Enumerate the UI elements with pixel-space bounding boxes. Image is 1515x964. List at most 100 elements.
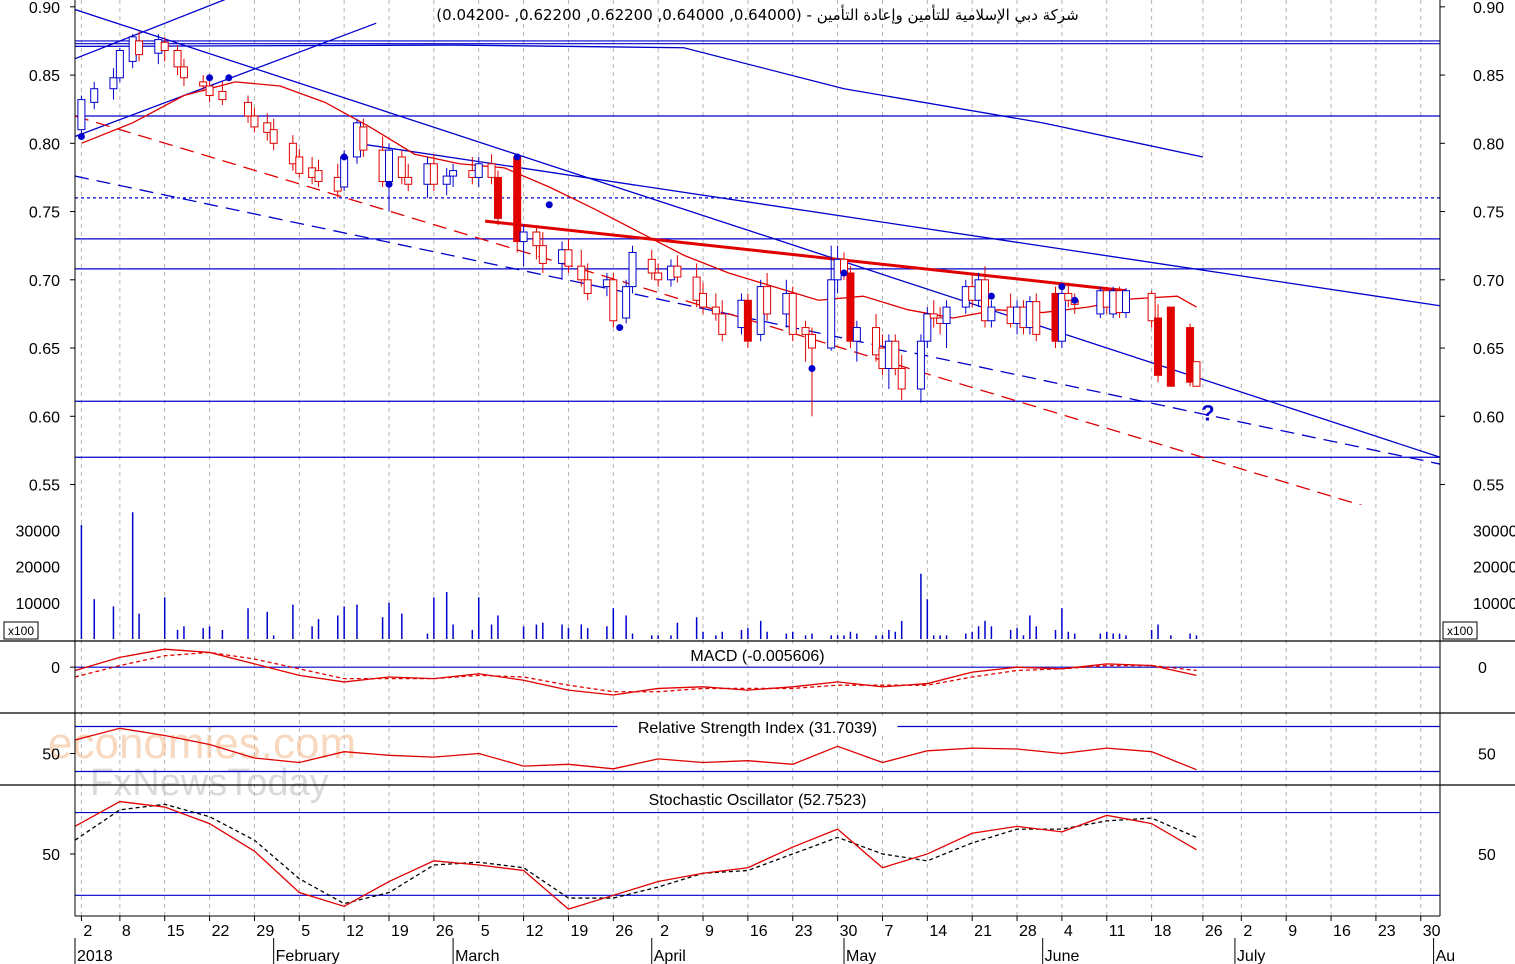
stochastic-panel: Stochastic Oscillator (52.7523) 50 50 — [42, 790, 1496, 910]
candle-body — [109, 77, 118, 90]
x-axis-day-label: 21 — [974, 923, 992, 940]
candle-body — [513, 156, 522, 243]
indicator-label-bg — [617, 646, 898, 664]
candle — [673, 255, 682, 283]
candle — [609, 272, 618, 328]
x-axis-day-label: 30 — [1423, 923, 1441, 940]
volume-axis-label-left: 10000 — [16, 596, 61, 613]
candle — [385, 143, 394, 212]
candle-body — [609, 279, 618, 322]
x-axis-day-label: 28 — [1019, 923, 1037, 940]
x-axis-day-label: 4 — [1064, 923, 1073, 940]
candle — [250, 107, 259, 133]
candle-body — [538, 245, 547, 264]
candle — [179, 58, 188, 86]
x-axis-day-label: 14 — [929, 923, 947, 940]
x-axis-day-label: 7 — [884, 923, 893, 940]
candle — [583, 263, 592, 301]
candle-body — [743, 299, 752, 342]
price-axis-label-right: 0.70 — [1473, 273, 1504, 290]
price-axis-label-right: 0.60 — [1473, 409, 1504, 426]
price-axis-label-left: 0.55 — [29, 478, 60, 495]
moving-average-line — [81, 81, 1197, 319]
candle — [538, 232, 547, 273]
x-axis-day-label: 26 — [1205, 923, 1223, 940]
watermark-fxnewstoday: FxNewsToday — [90, 762, 329, 804]
candle — [564, 238, 573, 273]
volume-axis-label-right: 30000 — [1473, 523, 1515, 540]
candle-body — [449, 170, 458, 177]
stochastic-k-line — [74, 800, 1197, 910]
trend-line — [75, 8, 1440, 458]
candle — [205, 77, 214, 103]
candle-body — [288, 142, 297, 165]
trend-line — [75, 115, 1363, 505]
candle-body — [269, 129, 278, 144]
rsi-line — [74, 727, 1197, 771]
candle — [1147, 290, 1156, 328]
candle — [628, 245, 637, 294]
candle-body — [250, 115, 259, 128]
candle — [692, 263, 701, 308]
indicator-axis-label-left: 50 — [42, 847, 60, 864]
stochastic-d-line — [74, 803, 1197, 905]
x-axis-day-label: 26 — [615, 923, 633, 940]
candle — [718, 300, 727, 342]
candle-body — [846, 272, 855, 342]
x-axis-day-label: 23 — [795, 923, 813, 940]
indicator-label-bg — [617, 718, 898, 736]
x-axis-day-label: 30 — [840, 923, 858, 940]
trend-line — [75, 0, 226, 60]
candle-body — [647, 258, 656, 274]
indicator-axis-label-left: 0 — [51, 660, 60, 677]
price-axis-label-right: 0.55 — [1473, 478, 1504, 495]
candle — [115, 47, 124, 82]
projection-question-mark: ? — [1201, 400, 1214, 425]
long-moving-average-line — [75, 44, 1204, 158]
x-axis-day-label: 12 — [526, 923, 544, 940]
candle — [711, 293, 720, 321]
price-axis-label-right: 0.85 — [1473, 68, 1504, 85]
candle — [577, 249, 586, 287]
candle-body — [654, 272, 663, 281]
indicator-label: MACD (-0.005606) — [690, 648, 824, 665]
candle — [622, 279, 631, 324]
candle-body — [244, 101, 253, 117]
candle — [1154, 304, 1163, 383]
signal-dot — [340, 153, 348, 161]
candle-body — [718, 313, 727, 335]
candle-body — [474, 163, 483, 178]
candle — [846, 266, 855, 349]
candle — [801, 320, 810, 362]
x-axis-month-label: March — [455, 948, 499, 964]
candle-body — [1147, 292, 1156, 322]
candle-body — [628, 252, 637, 288]
candle-body — [135, 40, 144, 56]
candle-body — [359, 126, 368, 151]
candle-body — [1166, 306, 1175, 387]
candle-body — [160, 41, 169, 51]
x-axis-day-label: 9 — [1288, 923, 1297, 940]
x-axis-day-label: 15 — [167, 923, 185, 940]
signal-dot — [206, 74, 214, 82]
indicator-axis-label-left: 50 — [42, 747, 60, 764]
price-axis-label-left: 0.60 — [29, 409, 60, 426]
candle-body — [1121, 290, 1130, 314]
candle-body — [205, 85, 214, 97]
candle — [359, 118, 368, 157]
candle — [1057, 286, 1066, 349]
rsi-panel: Relative Strength Index (31.7039) 50 50 — [42, 718, 1496, 773]
candle — [743, 293, 752, 349]
x-axis-day-label: 5 — [301, 923, 310, 940]
x-axis-day-label: 19 — [570, 923, 588, 940]
candle-body — [173, 50, 182, 68]
x-axis-day-label: 16 — [1333, 923, 1351, 940]
candle-body — [442, 175, 451, 185]
candle-body — [1057, 292, 1066, 342]
candle — [763, 272, 772, 321]
candle — [442, 167, 451, 196]
candle-body — [577, 265, 586, 281]
candle — [295, 148, 304, 178]
candle-body — [199, 81, 208, 87]
candle-body — [583, 279, 592, 294]
